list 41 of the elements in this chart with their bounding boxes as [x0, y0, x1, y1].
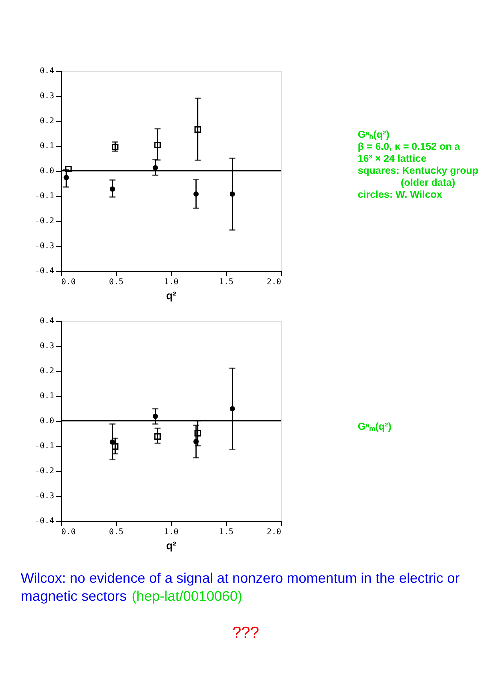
x-tick-label: 0.5 [109, 528, 124, 536]
x-tick-label: 2.0 [267, 528, 282, 536]
x-tick-label: 1.0 [164, 278, 179, 286]
y-tick-label: 0.2 [40, 116, 55, 126]
text: ??? [232, 625, 260, 642]
x-tick-label: 2.0 [267, 278, 282, 286]
x-tick-label: 0.0 [62, 528, 76, 536]
y-tick-label: 0.0 [40, 166, 55, 176]
text: magnetic sectors [21, 588, 127, 604]
y-tick-label: 0.1 [40, 392, 55, 400]
y-tick-label: 0.3 [40, 342, 55, 350]
x-tick-label: 1.0 [164, 528, 179, 536]
y-tick-label: 0.0 [40, 416, 55, 426]
y-tick-label: -0.1 [35, 442, 55, 450]
y-tick-label: 0.1 [40, 142, 55, 150]
text: squares: Kentucky group [358, 166, 479, 177]
x-axis-title: q² [166, 290, 178, 302]
x-tick-label: 0.0 [62, 278, 76, 286]
y-tick-label: 0.2 [40, 366, 55, 376]
text: (hep-lat/0010060) [132, 588, 243, 604]
text: (older data) [401, 178, 456, 189]
text: 16³ × 24 lattice [358, 154, 428, 165]
x-tick-label: 0.5 [109, 278, 124, 286]
x-axis-title: q² [166, 540, 178, 552]
text: Gᵃₕ(q²) [358, 130, 390, 141]
y-tick-label: -0.4 [35, 516, 55, 526]
y-tick-label: -0.1 [35, 192, 55, 200]
y-tick-label: 0.4 [40, 316, 55, 326]
y-tick-label: -0.2 [35, 466, 55, 476]
y-tick-label: 0.4 [40, 66, 55, 76]
text: circles: W. Wilcox [358, 190, 443, 201]
text: Gᵃₘ(q²) [358, 422, 392, 433]
x-tick-label: 1.5 [219, 528, 234, 536]
y-tick-label: -0.4 [35, 266, 55, 276]
y-tick-label: -0.3 [35, 242, 55, 250]
y-tick-label: -0.2 [35, 216, 55, 226]
y-tick-label: -0.3 [35, 492, 55, 500]
x-tick-label: 1.5 [219, 278, 234, 286]
y-tick-label: 0.3 [40, 92, 55, 100]
text: Wilcox: no evidence of a signal at nonzero momentum in the electric or [21, 570, 460, 586]
text: β = 6.0, κ = 0.152 on a [358, 142, 461, 153]
